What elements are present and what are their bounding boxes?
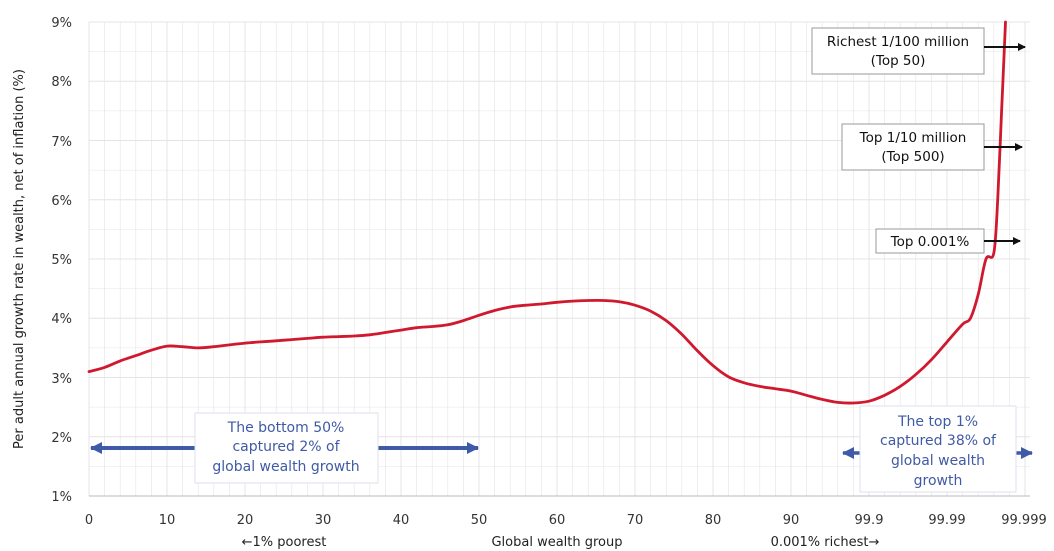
y-tick-label: 5% bbox=[51, 253, 72, 268]
x-tick-label: 10 bbox=[159, 513, 176, 528]
top-1-box bbox=[859, 405, 1017, 493]
top-0001-line-1: Top 0.001% bbox=[890, 234, 970, 250]
annotation-top-500: Top 1/10 million (Top 500) bbox=[841, 123, 1023, 171]
x-axis-title: Global wealth group bbox=[491, 535, 622, 550]
x-tick-label: 99.99 bbox=[928, 513, 965, 528]
y-tick-label: 4% bbox=[51, 312, 72, 327]
x-tick-label: 40 bbox=[393, 513, 410, 528]
top-1-line-4: growth bbox=[914, 473, 963, 489]
annotation-bottom-50: The bottom 50% captured 2% of global wea… bbox=[90, 412, 479, 484]
annotation-richest: Richest 1/100 million (Top 50) bbox=[811, 27, 1026, 75]
y-axis-title: Per adult annual growth rate in wealth, … bbox=[12, 69, 27, 449]
y-tick-label: 2% bbox=[51, 431, 72, 446]
y-tick-label: 3% bbox=[51, 372, 72, 387]
bottom-50-line-2: captured 2% of bbox=[232, 439, 340, 455]
y-axis-ticks: 9% 8% 7% 6% 5% 4% 3% 2% 1% bbox=[51, 16, 72, 505]
x-tick-label: 20 bbox=[237, 513, 254, 528]
grid bbox=[88, 21, 1030, 497]
x-tick-label: 50 bbox=[471, 513, 488, 528]
y-tick-label: 8% bbox=[51, 75, 72, 90]
annotation-top-1: The top 1% captured 38% of global wealth… bbox=[842, 405, 1033, 493]
richest-line-2: (Top 50) bbox=[871, 53, 926, 69]
x-tick-label: 90 bbox=[783, 513, 800, 528]
x-tick-label: 0 bbox=[85, 513, 93, 528]
top-500-line-2: (Top 500) bbox=[881, 149, 944, 165]
x-tick-label: 70 bbox=[627, 513, 644, 528]
top-500-line-1: Top 1/10 million bbox=[859, 130, 967, 146]
richest-box bbox=[811, 27, 985, 75]
bottom-50-line-1: The bottom 50% bbox=[227, 420, 345, 436]
annotation-top-0001: Top 0.001% bbox=[875, 228, 1021, 254]
x-tick-label: 30 bbox=[315, 513, 332, 528]
x-axis-ticks: 0 10 20 30 40 50 60 70 80 90 99.9 99.99 … bbox=[85, 513, 1047, 528]
x-axis-right-note: 0.001% richest→ bbox=[771, 535, 880, 550]
top-1-line-3: global wealth bbox=[891, 453, 985, 469]
top-1-line-1: The top 1% bbox=[897, 414, 978, 430]
x-axis-left-note: ←1% poorest bbox=[242, 535, 327, 550]
bottom-50-box bbox=[194, 412, 379, 484]
x-tick-label: 80 bbox=[705, 513, 722, 528]
y-tick-label: 1% bbox=[51, 490, 72, 505]
bottom-50-line-3: global wealth growth bbox=[212, 459, 359, 475]
wealth-growth-line bbox=[87, 20, 1007, 405]
y-tick-label: 9% bbox=[51, 16, 72, 31]
y-tick-label: 6% bbox=[51, 194, 72, 209]
richest-line-1: Richest 1/100 million bbox=[827, 34, 969, 50]
top-0001-box bbox=[875, 228, 985, 254]
x-tick-label: 99.999 bbox=[1001, 513, 1047, 528]
x-tick-label: 99.9 bbox=[855, 513, 884, 528]
x-tick-label: 60 bbox=[549, 513, 566, 528]
top-500-box bbox=[841, 123, 985, 171]
top-1-line-2: captured 38% of bbox=[880, 433, 997, 449]
y-tick-label: 7% bbox=[51, 135, 72, 150]
